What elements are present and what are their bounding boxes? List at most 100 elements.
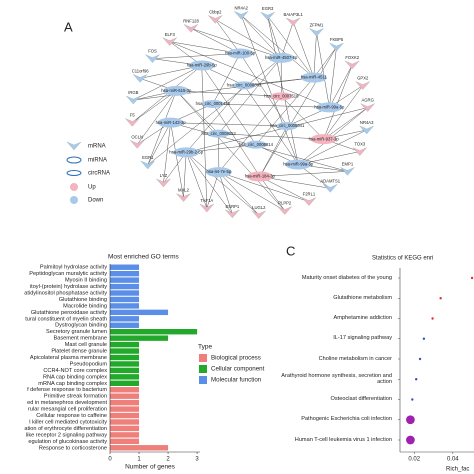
mrna-node bbox=[125, 118, 140, 127]
network-edge bbox=[259, 125, 288, 177]
legend-swatch bbox=[199, 376, 207, 384]
mrna-node bbox=[130, 140, 145, 149]
network-edge bbox=[137, 90, 177, 145]
y-tick-label: itoyl-(protein) hydrolase activity bbox=[30, 284, 107, 290]
mrna-node bbox=[251, 210, 266, 219]
bar bbox=[110, 438, 140, 445]
network-edge bbox=[186, 107, 368, 153]
network-edge bbox=[313, 46, 337, 78]
mirna-node bbox=[268, 52, 295, 63]
bar bbox=[110, 367, 140, 374]
mrna-node bbox=[126, 95, 141, 105]
node-label: ZFPM1 bbox=[310, 23, 324, 28]
mirna-node bbox=[285, 159, 312, 170]
mrna-node bbox=[208, 15, 223, 24]
node-label: C11orf96 bbox=[132, 69, 150, 74]
mrna-node bbox=[133, 74, 148, 83]
mrna-node bbox=[355, 81, 370, 90]
chart-title: Most enriched GO terms bbox=[108, 254, 180, 261]
mrna-node bbox=[340, 167, 355, 176]
node-label: ESRP1 bbox=[225, 204, 239, 209]
network-edge bbox=[133, 65, 202, 101]
mrna-node bbox=[301, 197, 317, 206]
network-edge bbox=[176, 90, 285, 211]
bar bbox=[110, 387, 140, 393]
bar bbox=[110, 290, 140, 296]
node-label: TAF1A bbox=[200, 198, 213, 203]
node-label: NR4A3 bbox=[360, 120, 374, 125]
mirna-node bbox=[310, 134, 337, 145]
legend-label: Molecular function bbox=[211, 377, 262, 384]
bar bbox=[110, 399, 140, 406]
mrna-node bbox=[234, 11, 249, 20]
x-tick-label: 0 bbox=[108, 457, 112, 463]
circrna-node bbox=[233, 81, 256, 90]
mrna-node bbox=[360, 103, 375, 112]
network-edge bbox=[170, 122, 288, 127]
mrna-node bbox=[162, 37, 177, 46]
y-tick-label: ation of erythrocyte differentiation bbox=[24, 426, 107, 432]
network-edge bbox=[292, 21, 315, 78]
y-tick-label: Maturity onset diabetes of the young bbox=[301, 274, 392, 281]
network-edge bbox=[323, 107, 368, 140]
network-edge bbox=[241, 15, 282, 59]
legend-label: mRNA bbox=[88, 144, 106, 150]
bar bbox=[110, 264, 140, 270]
y-tick-label: Pathogenic Escherichia coli infection bbox=[301, 416, 392, 423]
y-tick-label: Peptidoglycan muralytic activity bbox=[29, 271, 107, 277]
network-edge bbox=[185, 85, 245, 153]
y-tick-label: tural constituent of myelin sheath bbox=[25, 316, 107, 322]
network-edge bbox=[243, 85, 299, 165]
y-tick-label: Macrolide binding bbox=[63, 303, 107, 309]
mrna-node bbox=[176, 193, 191, 202]
bar bbox=[110, 419, 140, 425]
y-tick-label: Choline metabolism in cancer bbox=[318, 355, 392, 362]
mirna-node bbox=[246, 171, 273, 182]
y-tick-label: Cellular response to caffeine bbox=[36, 413, 107, 419]
y-tick-label: Mast cell granule bbox=[65, 342, 107, 348]
bar bbox=[110, 445, 169, 451]
network-edge bbox=[218, 133, 324, 140]
network-edge bbox=[218, 171, 285, 211]
y-tick-label: Basement membrane bbox=[54, 336, 107, 342]
y-tick-label: Apicolateral plasma membrane bbox=[30, 355, 107, 361]
node-label: LUGL2 bbox=[252, 205, 266, 210]
node-label: Cbbp2 bbox=[209, 10, 222, 15]
network-edge bbox=[241, 15, 314, 78]
y-tick-label: IL-17 signaling pathway bbox=[333, 335, 392, 342]
legend-label: Up bbox=[88, 185, 96, 191]
network-edge bbox=[215, 19, 241, 54]
network-edge bbox=[255, 77, 315, 145]
node-label: hsa_circ_0007518 bbox=[264, 93, 299, 98]
bar bbox=[110, 354, 140, 361]
y-tick-label: Glutathione peroxidase activity bbox=[31, 310, 107, 316]
y-tick-label: Glutathione binding bbox=[59, 297, 107, 303]
network-edge bbox=[201, 65, 257, 145]
y-tick-label: Myosin II binding bbox=[65, 278, 107, 284]
point bbox=[470, 276, 474, 280]
network-edge bbox=[185, 152, 233, 215]
mrna-node bbox=[329, 42, 344, 52]
mirna-node bbox=[163, 85, 190, 96]
point bbox=[422, 337, 426, 340]
network-edge bbox=[329, 46, 337, 108]
network-edge bbox=[190, 28, 241, 54]
mirna-node bbox=[227, 48, 254, 59]
legend-mrna bbox=[66, 141, 82, 151]
network-edge bbox=[259, 46, 337, 177]
point bbox=[418, 357, 422, 361]
node-label: hsa-miR-184-3p bbox=[245, 174, 276, 179]
network-edge bbox=[132, 90, 177, 123]
point bbox=[411, 398, 414, 401]
network-edge bbox=[267, 15, 315, 78]
y-tick-label: f defense response to bacterium bbox=[27, 387, 107, 393]
mrna-node bbox=[323, 184, 338, 193]
network-edge bbox=[323, 85, 363, 140]
point bbox=[406, 435, 415, 445]
network-edge bbox=[176, 90, 282, 97]
mirna-node bbox=[188, 60, 215, 71]
node-label: BAIAP3L1 bbox=[283, 12, 303, 17]
node-label: hsa_circ_0008052 bbox=[202, 131, 237, 136]
node-label: RNF128 bbox=[183, 18, 199, 23]
node-label: GPX2 bbox=[357, 76, 369, 81]
